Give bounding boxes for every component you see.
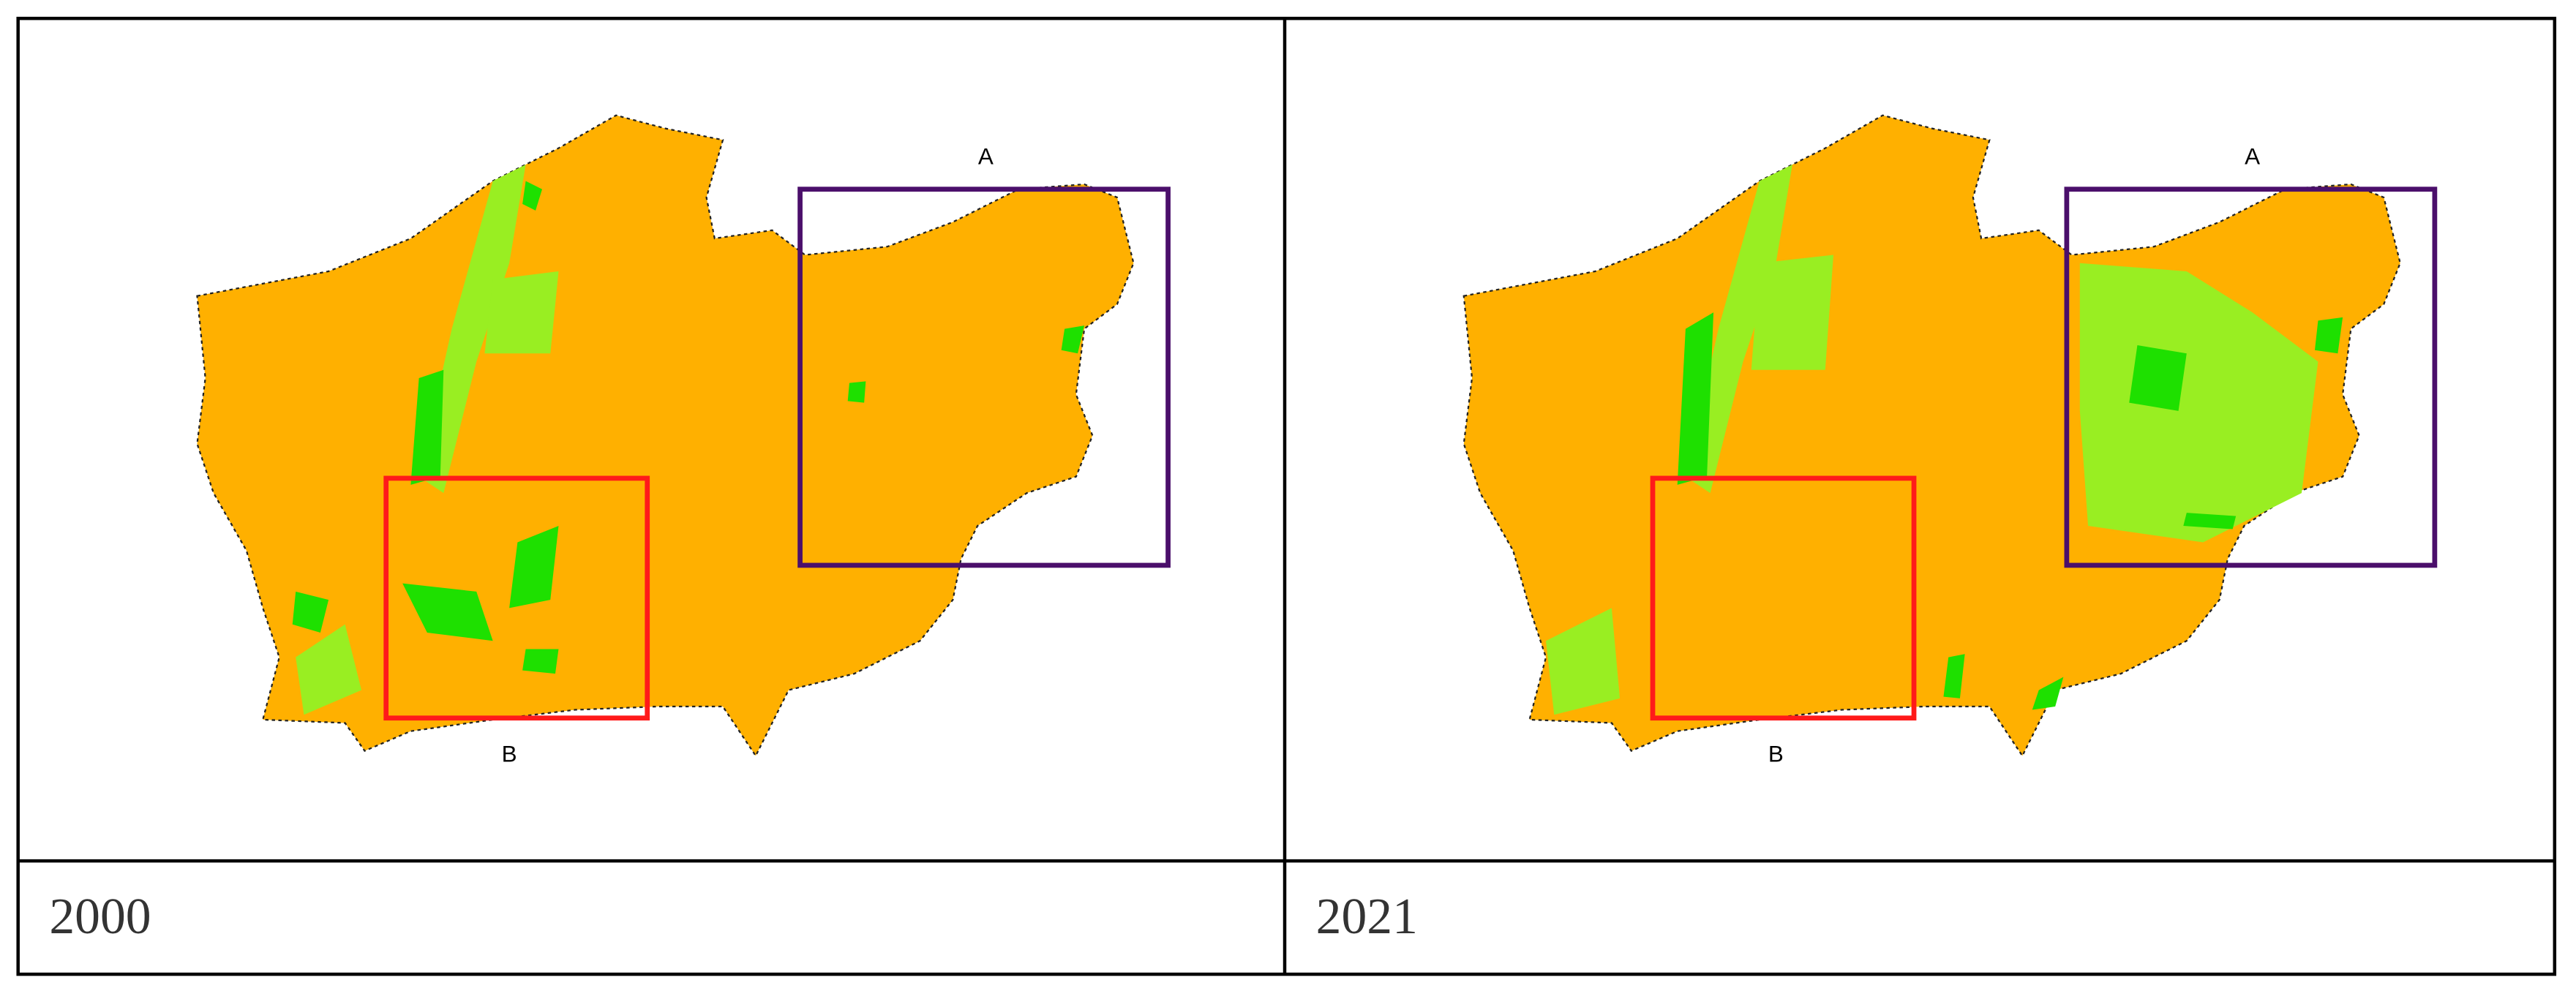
region-label-a: A [2245,143,2260,169]
region-box-b [1650,475,1917,721]
region-label-b: B [1768,742,1784,767]
region-label-b: B [502,742,517,767]
region-box-a [2064,186,2438,568]
year-label: 2021 [1316,889,1418,945]
map-2021: A B [1462,114,2438,767]
region-label-a: A [978,143,994,169]
map-2000: A B [196,114,1171,767]
region-box-a [797,186,1171,568]
table-grid [16,16,2557,976]
year-label: 2000 [49,889,151,945]
region-box-b [383,475,650,721]
